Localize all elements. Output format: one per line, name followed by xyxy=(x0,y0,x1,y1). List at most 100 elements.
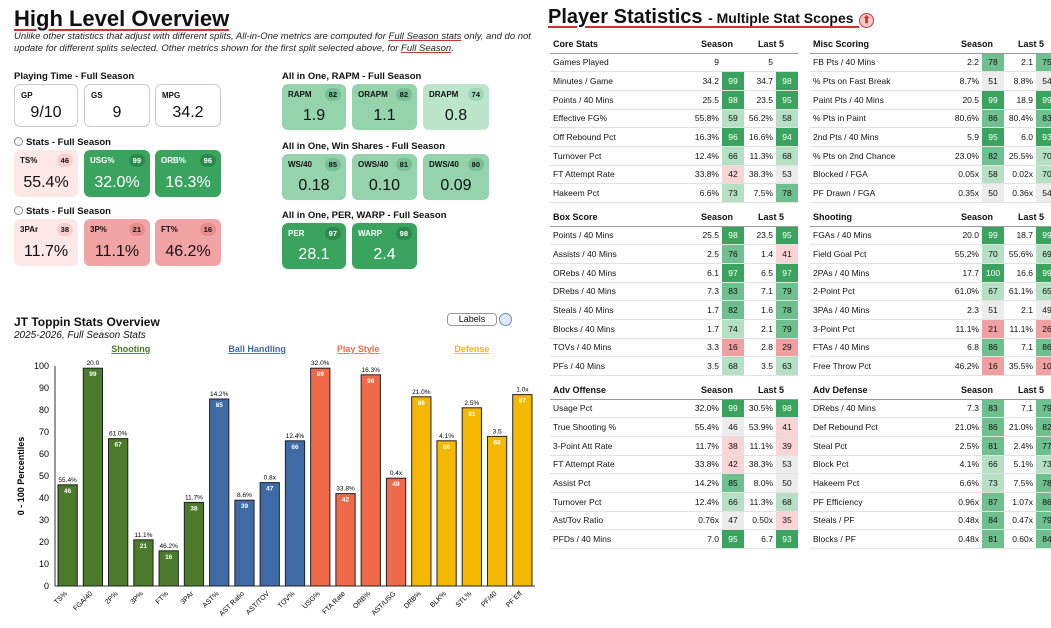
last5-value: 35.5% xyxy=(1004,356,1036,376)
group-label: Play Style xyxy=(337,344,380,354)
share-icon[interactable]: ⬆ xyxy=(859,13,875,28)
season-percentile: 82 xyxy=(722,300,744,320)
last5-percentile: 95 xyxy=(776,226,798,246)
season-percentile: 16 xyxy=(722,338,744,358)
season-value: 2.2 xyxy=(950,53,982,73)
table-row: Minutes / Game 34.2 99 34.7 98 xyxy=(550,71,798,91)
season-value: 17.7 xyxy=(950,263,982,283)
table-row: TOVs / 40 Mins 3.3 16 2.8 29 xyxy=(550,338,798,358)
season-value: 2.5 xyxy=(690,244,722,264)
season-percentile: 66 xyxy=(722,146,744,166)
table-row: True Shooting % 55.4% 46 53.9% 41 xyxy=(550,417,798,437)
full-season-link-2[interactable]: Full Season xyxy=(401,43,452,54)
last5-percentile: 86 xyxy=(1036,492,1051,512)
stat-label: Usage Pct xyxy=(550,399,690,419)
labels-button[interactable]: Labels xyxy=(447,313,497,326)
bar xyxy=(183,501,205,587)
season-percentile: 100 xyxy=(982,263,1004,283)
stat-label: PFs / 40 Mins xyxy=(550,356,690,376)
x-tick-label: FGA/40 xyxy=(72,590,94,612)
last5-value: 11.1% xyxy=(744,436,776,456)
stat-label: Blocked / FGA xyxy=(810,165,950,185)
table-row: FB Pts / 40 Mins 2.2 78 2.1 75 xyxy=(810,53,1051,73)
season-percentile: 50 xyxy=(982,183,1004,203)
last5-percentile: 98 xyxy=(776,399,798,419)
bar-percentile-label: 87 xyxy=(519,398,527,405)
last5-percentile: 68 xyxy=(776,492,798,512)
page-title: High Level Overview xyxy=(14,6,230,31)
y-tick-label: 30 xyxy=(39,515,49,525)
last5-value: 23.5 xyxy=(744,90,776,110)
col-last5: Last 5 xyxy=(1004,208,1051,227)
labels-toggle[interactable] xyxy=(499,313,512,326)
card-mpg: MPG 34.2 xyxy=(155,84,221,127)
stat-label: 2PAs / 40 Mins xyxy=(810,263,950,283)
col-last5: Last 5 xyxy=(744,208,798,227)
season-value: 4.1% xyxy=(950,455,982,475)
bar xyxy=(158,550,179,587)
last5-value: 1.6 xyxy=(744,300,776,320)
stat-label: Paint Pts / 40 Mins xyxy=(810,90,950,110)
bar-percentile-label: 67 xyxy=(115,442,123,449)
season-value: 20.5 xyxy=(950,90,982,110)
full-season-link[interactable]: Full Season stats xyxy=(388,31,462,42)
last5-value: 53.9% xyxy=(744,417,776,437)
season-value: 3.5 xyxy=(690,356,722,376)
season-percentile: 42 xyxy=(722,165,744,185)
table-row: Blocks / PF 0.48x 81 0.60x 84 xyxy=(810,529,1051,549)
high-level-overview: High Level Overview Unlike other statist… xyxy=(14,6,535,618)
table-row: Turnover Pct 12.4% 66 11.3% 68 xyxy=(550,146,798,166)
last5-percentile: 82 xyxy=(1036,417,1051,437)
season-percentile: 66 xyxy=(982,455,1004,475)
season-value: 20.0 xyxy=(950,226,982,246)
season-percentile: 51 xyxy=(982,300,1004,320)
stats-radio-1[interactable] xyxy=(14,137,23,146)
x-tick-label: ORB% xyxy=(352,590,372,610)
stat-label: 3-Point Att Rate xyxy=(550,436,690,456)
table-row: Paint Pts / 40 Mins 20.5 99 18.9 99 xyxy=(810,90,1051,110)
last5-percentile: 65 xyxy=(1036,282,1051,302)
stat-label: % Pts on 2nd Chance xyxy=(810,146,950,166)
table-row: FGAs / 40 Mins 20.0 99 18.7 99 xyxy=(810,226,1051,246)
col-last5: Last 5 xyxy=(744,35,798,54)
x-tick-label: TS% xyxy=(53,590,69,606)
season-percentile: 99 xyxy=(982,226,1004,246)
bar xyxy=(108,438,129,587)
table-row: Assist Pct 14.2% 85 8.0% 50 xyxy=(550,473,798,493)
last5-value: 25.5% xyxy=(1004,146,1036,166)
season-value: 2.5% xyxy=(950,436,982,456)
table-row: Turnover Pct 12.4% 66 11.3% 68 xyxy=(550,492,798,512)
chart-title: JT Toppin Stats Overview xyxy=(14,315,160,329)
season-value: 12.4% xyxy=(690,492,722,512)
table-row: Blocked / FGA 0.05x 58 0.02x 70 xyxy=(810,165,1051,185)
stat-label: % Pts in Paint xyxy=(810,109,950,129)
season-value: 25.5 xyxy=(690,90,722,110)
bar xyxy=(486,435,508,587)
last5-percentile: 75 xyxy=(1036,53,1051,73)
stats-radio-2[interactable] xyxy=(14,206,23,215)
stat-label: FT Attempt Rate xyxy=(550,165,690,185)
stat-label: Free Throw Pct xyxy=(810,356,950,376)
x-tick-label: AST% xyxy=(202,590,221,609)
x-tick-label: STL% xyxy=(455,590,473,608)
group-label: Defense xyxy=(454,344,489,354)
bar-percentile-label: 21 xyxy=(140,543,148,550)
stat-label: FB Pts / 40 Mins xyxy=(810,53,950,73)
last5-value: 3.5 xyxy=(744,356,776,376)
table-title: Misc Scoring xyxy=(810,35,950,54)
bar-percentile-label: 47 xyxy=(266,486,274,493)
bar-percentile-label: 85 xyxy=(216,402,224,409)
season-value: 33.8% xyxy=(690,455,722,475)
last5-percentile: 86 xyxy=(1036,338,1051,358)
table-misc-scoring: Misc Scoring Season Last 5 FB Pts / 40 Mins… xyxy=(810,35,1051,203)
y-tick-label: 90 xyxy=(39,383,49,393)
stat-label: Points / 40 Mins xyxy=(550,90,690,110)
stat-label: DRebs / 40 Mins xyxy=(550,282,690,302)
season-percentile: 81 xyxy=(982,529,1004,549)
last5-percentile: 50 xyxy=(776,473,798,493)
stat-label: True Shooting % xyxy=(550,417,690,437)
table-row: % Pts on Fast Break 8.7% 51 8.8% 54 xyxy=(810,71,1051,91)
season-percentile: 59 xyxy=(722,109,744,129)
bar-percentile-label: 66 xyxy=(443,444,451,451)
last5-value: 6.5 xyxy=(744,263,776,283)
